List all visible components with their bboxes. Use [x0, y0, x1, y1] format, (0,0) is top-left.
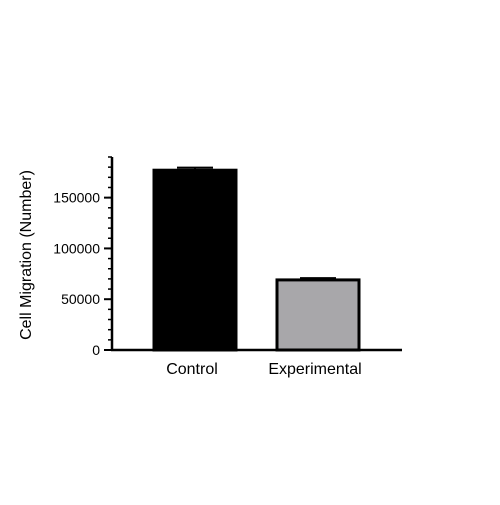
plot-area: Control Experimental 0 50000 100000 150000 — [53, 156, 402, 378]
bar-control — [152, 168, 238, 352]
y-axis-title: Cell Migration (Number) — [18, 170, 35, 340]
bar-experimental — [275, 278, 361, 352]
x-tick-label-control: Control — [166, 361, 218, 378]
x-tick-label-experimental: Experimental — [268, 361, 361, 378]
y-tick-label: 0 — [92, 342, 100, 358]
y-tick-label: 50000 — [61, 291, 100, 307]
y-tick-label: 150000 — [53, 190, 100, 206]
y-tick-label: 100000 — [53, 240, 100, 256]
